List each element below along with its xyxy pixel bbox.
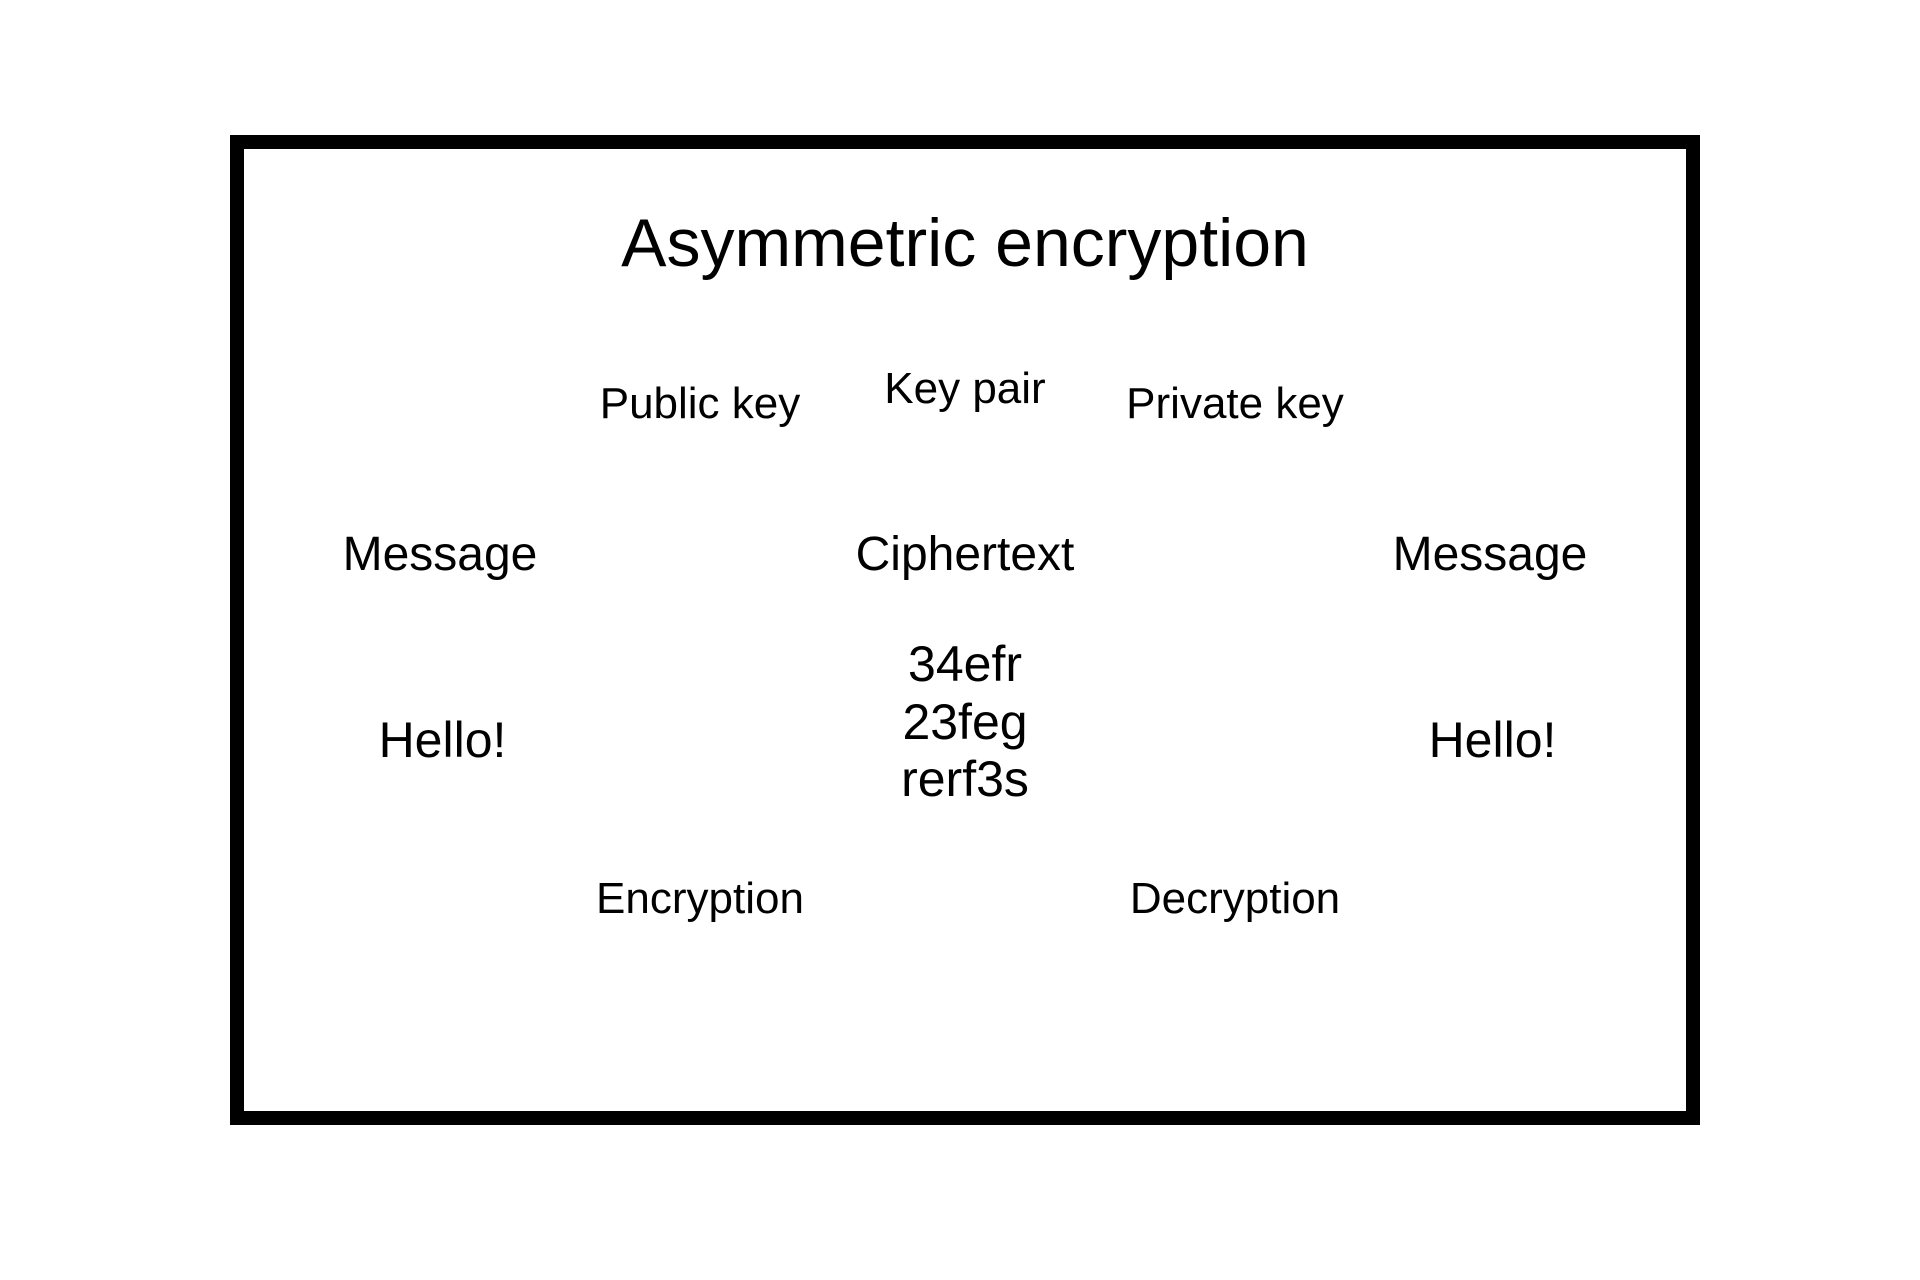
- diagram-canvas: { "canvas": { "width": 1920, "height": 1…: [0, 0, 1920, 1280]
- label-message-left: Message: [140, 527, 740, 582]
- ciphertext-line: 23feg: [902, 694, 1027, 752]
- document-right-text: Hello!: [1385, 711, 1600, 769]
- label-key-pair: Key pair: [665, 364, 1265, 414]
- ciphertext-line: rerf3s: [901, 751, 1029, 809]
- ciphertext-line: 34efr: [908, 636, 1022, 694]
- label-encryption: Encryption: [400, 874, 1000, 924]
- label-message-right: Message: [1190, 527, 1790, 582]
- ciphertext-content: 34efr23fegrerf3s: [855, 585, 1075, 860]
- label-decryption: Decryption: [935, 874, 1535, 924]
- document-left-text: Hello!: [335, 711, 550, 769]
- label-ciphertext: Ciphertext: [665, 527, 1265, 582]
- diagram-title: Asymmetric encryption: [365, 204, 1565, 282]
